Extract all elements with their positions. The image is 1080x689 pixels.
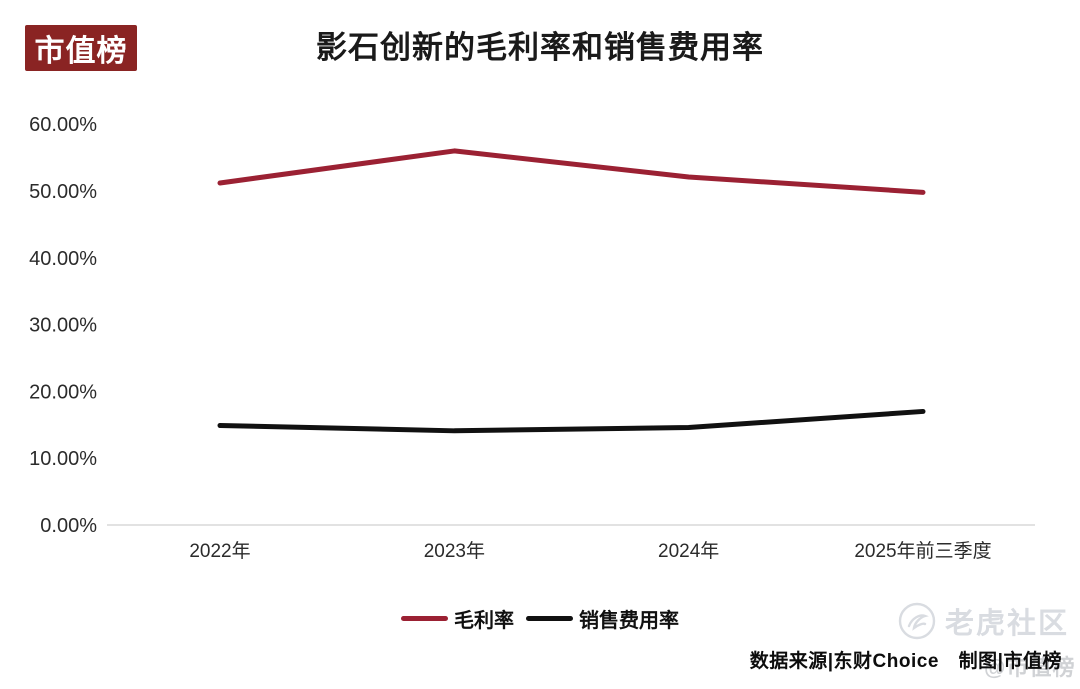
y-axis-tick-label: 40.00% (29, 248, 97, 270)
x-axis-label: 2024年 (658, 540, 719, 562)
y-axis-tick-label: 20.00% (29, 381, 97, 403)
gross-margin-swatch (401, 616, 448, 621)
y-axis-tick-label: 60.00% (29, 114, 97, 136)
x-axis-label: 2022年 (189, 540, 250, 562)
credit-text: 制图|市值榜 (958, 651, 1062, 672)
data-source-text: 数据来源|东财Choice (749, 651, 939, 672)
y-axis-tick-label: 50.00% (29, 181, 97, 203)
chart-series (217, 148, 926, 434)
y-axis-tick-label: 10.00% (29, 448, 97, 470)
sales-expense-ratio-line (217, 408, 926, 434)
line-chart: 0.00% 10.00% 20.00% 30.00% 40.00% 50.00% 60.00… (29, 114, 1035, 562)
sales-expense-label: 销售费用率 (579, 610, 679, 632)
x-axis-label: 2023年 (424, 540, 485, 562)
gross-margin-line (217, 148, 926, 195)
logo-text: 市值榜 (34, 35, 128, 68)
gross-margin-label: 毛利率 (454, 610, 514, 632)
y-axis-tick-label: 30.00% (29, 315, 97, 337)
y-axis: 0.00% 10.00% 20.00% 30.00% 40.00% 50.00% 60.00… (29, 114, 97, 537)
x-axis: 2022年 2023年 2024年 2025年前三季度 (189, 540, 991, 562)
legend-item-gross-margin: 毛利率 (401, 604, 514, 633)
shizhibang-logo: 市值榜 (25, 25, 137, 71)
source-credit-line: 数据来源|东财Choice 制图|市值榜 (750, 646, 1062, 673)
chart-title: 影石创新的毛利率和销售费用率 (316, 30, 764, 65)
y-axis-tick-label: 0.00% (40, 515, 97, 537)
legend-item-sales-expense: 销售费用率 (526, 604, 679, 633)
chart-legend: 毛利率 销售费用率 (0, 604, 1080, 633)
x-axis-label: 2025年前三季度 (854, 540, 991, 562)
sales-expense-swatch (526, 616, 573, 621)
